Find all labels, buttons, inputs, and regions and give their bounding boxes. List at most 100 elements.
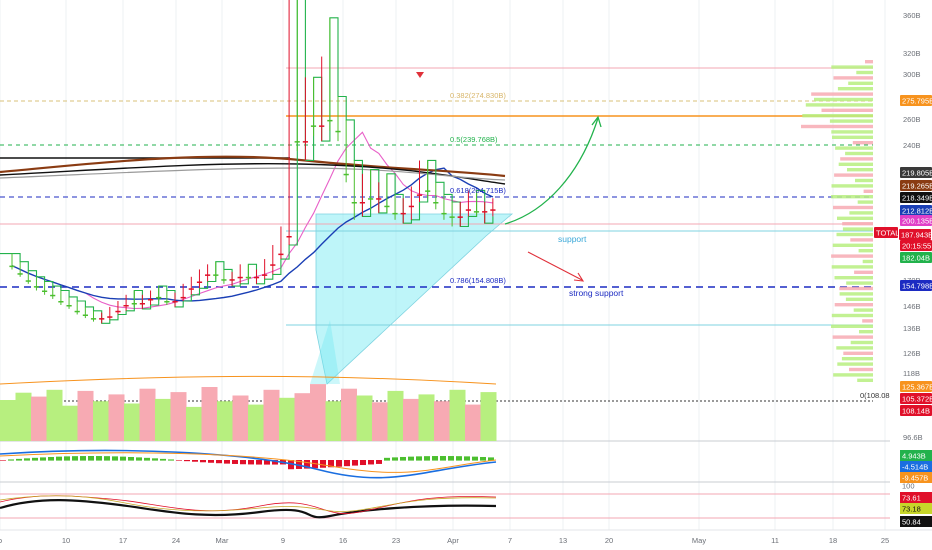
- candle-body: [180, 296, 186, 299]
- volume-bar: [418, 394, 435, 441]
- candle-body: [490, 209, 496, 211]
- candle-body: [278, 253, 284, 256]
- macd-histogram-bar: [232, 460, 238, 464]
- rsi-label-text: 100: [902, 482, 915, 491]
- macd-histogram-bar: [80, 456, 86, 461]
- volume-profile-bar: [802, 114, 873, 118]
- macd-histogram-bar: [352, 460, 358, 466]
- macd-label-text: -9.457B: [902, 474, 928, 483]
- candle-body: [115, 310, 121, 313]
- volume-bar: [248, 404, 264, 441]
- price-tick-label: 360B: [903, 11, 921, 20]
- macd-histogram-bar: [144, 457, 150, 461]
- macd-histogram-bar: [272, 460, 278, 465]
- volume-profile-bar: [832, 243, 873, 247]
- price-label-text: 219.265B: [902, 182, 932, 191]
- macd-label-box: [900, 450, 932, 461]
- macd-label-text: 4.943B: [902, 452, 926, 461]
- price-label-text: 154.798B: [902, 282, 932, 291]
- macd-label-box: [900, 472, 932, 483]
- candle-body: [384, 205, 390, 208]
- volume-profile-bar: [857, 200, 873, 204]
- candle-body: [400, 212, 406, 215]
- macd-histogram-bar: [104, 456, 110, 461]
- fib-labels: 0.382(274.830B) 0.5(239.768B) 0.618(204.71…: [450, 91, 902, 400]
- volume-bar: [279, 397, 295, 441]
- volume-bar: [356, 395, 373, 441]
- volume-profile-bar: [845, 297, 873, 301]
- volume-ma-line: [0, 375, 497, 385]
- candle-body: [131, 303, 137, 305]
- candle-body: [392, 212, 398, 215]
- projection-down-arrow: [527, 251, 583, 281]
- price-label-box: [899, 229, 931, 240]
- volume-profile-bar: [858, 249, 873, 253]
- macd-histogram-bar: [128, 456, 134, 461]
- volume-profile-bar: [859, 330, 873, 334]
- macd-histogram-bar: [328, 460, 334, 468]
- time-tick-label: 20: [605, 536, 613, 545]
- volume-bar: [124, 403, 140, 441]
- volume-profile-bar: [839, 292, 873, 296]
- time-tick-label: 10: [62, 536, 70, 545]
- candle-body: [408, 205, 414, 208]
- volume-profile-bar: [832, 335, 873, 339]
- time-tick-label: 9: [281, 536, 285, 545]
- time-tick-label: May: [692, 536, 706, 545]
- volume-profile-bar: [829, 119, 873, 123]
- macd-histogram-bar: [488, 457, 494, 461]
- macd-histogram-bar: [264, 460, 270, 465]
- price-label-box: [900, 180, 932, 191]
- price-label-text: 275.795B: [902, 97, 932, 106]
- volume-bar: [77, 390, 94, 441]
- volume-bar: [31, 396, 47, 441]
- volume-profile-bar: [805, 103, 873, 107]
- macd-histogram-bar: [168, 459, 174, 461]
- candle-body: [66, 305, 72, 307]
- volume-bar: [387, 390, 404, 441]
- candle-body: [270, 264, 276, 266]
- macd-histogram-bar: [448, 456, 454, 461]
- volume-profile-bar: [833, 205, 873, 210]
- macd-histogram-bar: [216, 460, 222, 464]
- rsi-line: [0, 499, 497, 519]
- macd-histogram-bar: [480, 456, 486, 461]
- macd-histogram-bar: [64, 456, 70, 461]
- macd-histogram-bar: [440, 456, 446, 461]
- support-label: support: [558, 234, 587, 244]
- macd-histogram-bar: [120, 456, 126, 461]
- price-label-box: [900, 240, 932, 251]
- time-axis: b 10 17 24 Mar 9 16 23 Apr 7 13 20 May 11 18 25: [0, 529, 932, 550]
- macd-histogram-bar: [336, 460, 342, 467]
- volume-profile-bar: [849, 211, 873, 215]
- rsi-label-text: 73.61: [902, 494, 921, 503]
- fib-label: 0.5(239.768B): [450, 135, 498, 144]
- candle-body: [465, 209, 471, 211]
- candle-body: [50, 294, 56, 297]
- volume-bar: [465, 404, 481, 441]
- price-label-box: [900, 381, 932, 392]
- time-tick-label: 18: [829, 536, 837, 545]
- ma-pink-line: [11, 131, 493, 310]
- macd-histogram-bar: [456, 456, 462, 461]
- candle-body: [473, 211, 480, 213]
- volume-profile-bar: [845, 151, 873, 156]
- candle-body: [359, 202, 365, 204]
- time-tick-label: b: [0, 536, 2, 545]
- volume-profile-bar: [831, 184, 873, 188]
- price-label-box: [900, 215, 932, 226]
- price-axis: 360B320B300B260B240B200B170B146B136B126B…: [874, 0, 932, 530]
- volume-bar: [434, 401, 450, 441]
- marker-triangle-icon: [416, 72, 424, 78]
- candle-body: [319, 125, 325, 127]
- triangle-tail: [310, 320, 340, 384]
- macd-histogram-bar: [256, 460, 262, 465]
- price-label-box: [900, 205, 932, 216]
- macd-histogram-bar: [176, 460, 182, 461]
- rsi-label-text: 73.18: [902, 505, 921, 514]
- volume-profile-bar: [834, 276, 873, 280]
- volume-profile-bar: [840, 157, 873, 161]
- volume-bar: [0, 400, 16, 441]
- volume-profile-bar: [841, 357, 873, 361]
- time-tick-label: Apr: [447, 536, 459, 545]
